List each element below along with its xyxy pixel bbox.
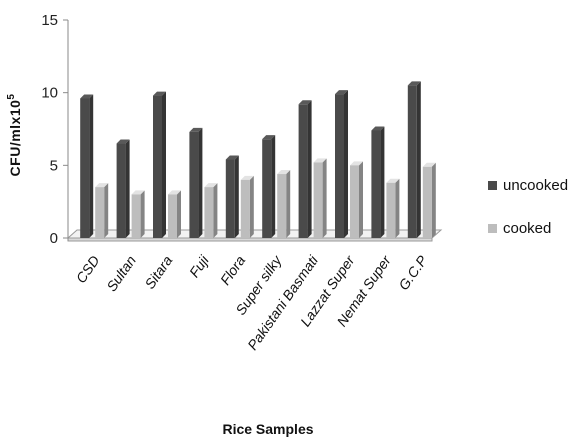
y-tick-label: 10 [41, 85, 58, 102]
bar-cooked-0 [95, 187, 105, 238]
bar-uncooked-4-top [225, 155, 239, 160]
y-axis-label: CFU/mlx105 [6, 94, 23, 177]
legend-label-cooked: cooked [503, 220, 551, 237]
bar-uncooked-1-top [116, 139, 130, 144]
bar-uncooked-3 [189, 131, 199, 238]
bar-cooked-8-top [386, 178, 400, 183]
x-category-label: CSD [73, 253, 103, 286]
bar-uncooked-2-side [162, 91, 166, 238]
bar-cooked-1-side [140, 190, 145, 238]
bar-cooked-3-top [204, 183, 218, 188]
bar-uncooked-8-top [371, 126, 385, 131]
x-category-label: Sultan [103, 252, 139, 294]
bar-uncooked-9 [407, 85, 417, 239]
bar-cooked-4 [240, 179, 250, 238]
bar-uncooked-6 [298, 104, 308, 238]
bar-uncooked-4-side [234, 155, 239, 238]
bar-cooked-6-side [322, 158, 327, 238]
bar-cooked-0-top [95, 183, 109, 188]
x-category-label: Flora [217, 252, 249, 287]
legend-swatch-cooked [488, 224, 497, 233]
bar-cooked-5-top [277, 170, 291, 175]
bar-uncooked-7-top [335, 90, 348, 95]
bar-cooked-1-top [131, 190, 145, 195]
bar-cooked-4-side [249, 175, 254, 238]
legend-label-uncooked: uncooked [503, 177, 568, 194]
chart-bars [80, 81, 436, 239]
bar-uncooked-3-side [198, 127, 203, 238]
y-tick-label: 15 [41, 12, 58, 29]
y-axis-label-main: CFU/mlx10 [7, 100, 23, 177]
bar-cooked-8-side [395, 178, 400, 238]
bar-uncooked-6-side [307, 100, 312, 238]
legend-swatch-uncooked [488, 181, 497, 190]
bar-cooked-6-top [313, 158, 327, 163]
bar-cooked-3 [204, 187, 214, 238]
bar-cooked-7 [350, 165, 359, 238]
bar-cooked-2-side [177, 190, 181, 238]
bar-cooked-6 [313, 162, 323, 238]
bar-cooked-0-side [104, 183, 109, 238]
bar-uncooked-7 [335, 94, 344, 239]
x-category-label: Fuji [186, 252, 213, 280]
y-tick-label: 5 [50, 157, 58, 174]
bar-cooked-9-top [422, 162, 436, 167]
y-axis-label-superscript: 5 [6, 94, 17, 100]
chart-floor-edge [67, 237, 433, 242]
bar-cooked-5 [277, 174, 287, 238]
bar-cooked-4-top [240, 175, 254, 180]
bar-cooked-8 [386, 182, 396, 238]
bar-uncooked-0-side [89, 94, 94, 238]
bar-cooked-3-side [213, 183, 218, 238]
bar-cooked-2 [168, 194, 177, 238]
bar-uncooked-4 [225, 159, 235, 238]
bar-cooked-2-top [168, 190, 181, 195]
bar-uncooked-5-side [271, 135, 276, 238]
bar-cooked-9-side [431, 162, 436, 238]
bar-uncooked-9-side [416, 81, 421, 239]
bar-uncooked-8 [371, 130, 381, 238]
bar-uncooked-5 [262, 139, 272, 238]
y-axis-ticks: 0 5 10 15 [41, 12, 68, 247]
bar-cooked-7-top [350, 161, 363, 166]
bar-uncooked-5-top [262, 135, 276, 140]
bar-uncooked-8-side [380, 126, 385, 238]
bar-uncooked-2-top [153, 91, 166, 96]
bar-cooked-5-side [286, 170, 291, 238]
bar-cooked-1 [131, 194, 141, 238]
bar-uncooked-6-top [298, 100, 312, 105]
bar-uncooked-7-side [344, 90, 348, 239]
x-category-label: G.C.P [395, 252, 430, 293]
bar-uncooked-0-top [80, 94, 94, 99]
bar-uncooked-1 [116, 143, 126, 238]
bar-cooked-9 [422, 166, 432, 238]
bar-uncooked-9-top [407, 81, 421, 86]
bar-uncooked-1-side [125, 139, 130, 238]
bar-cooked-7-side [359, 161, 363, 238]
bar-uncooked-3-top [189, 127, 203, 132]
x-axis-label: Rice Samples [222, 421, 313, 437]
bar-uncooked-2 [153, 95, 162, 238]
y-tick-label: 0 [50, 230, 58, 247]
chart-legend: uncooked cooked [488, 177, 568, 237]
x-category-label: Sitara [141, 252, 175, 291]
bar-uncooked-0 [80, 98, 90, 238]
